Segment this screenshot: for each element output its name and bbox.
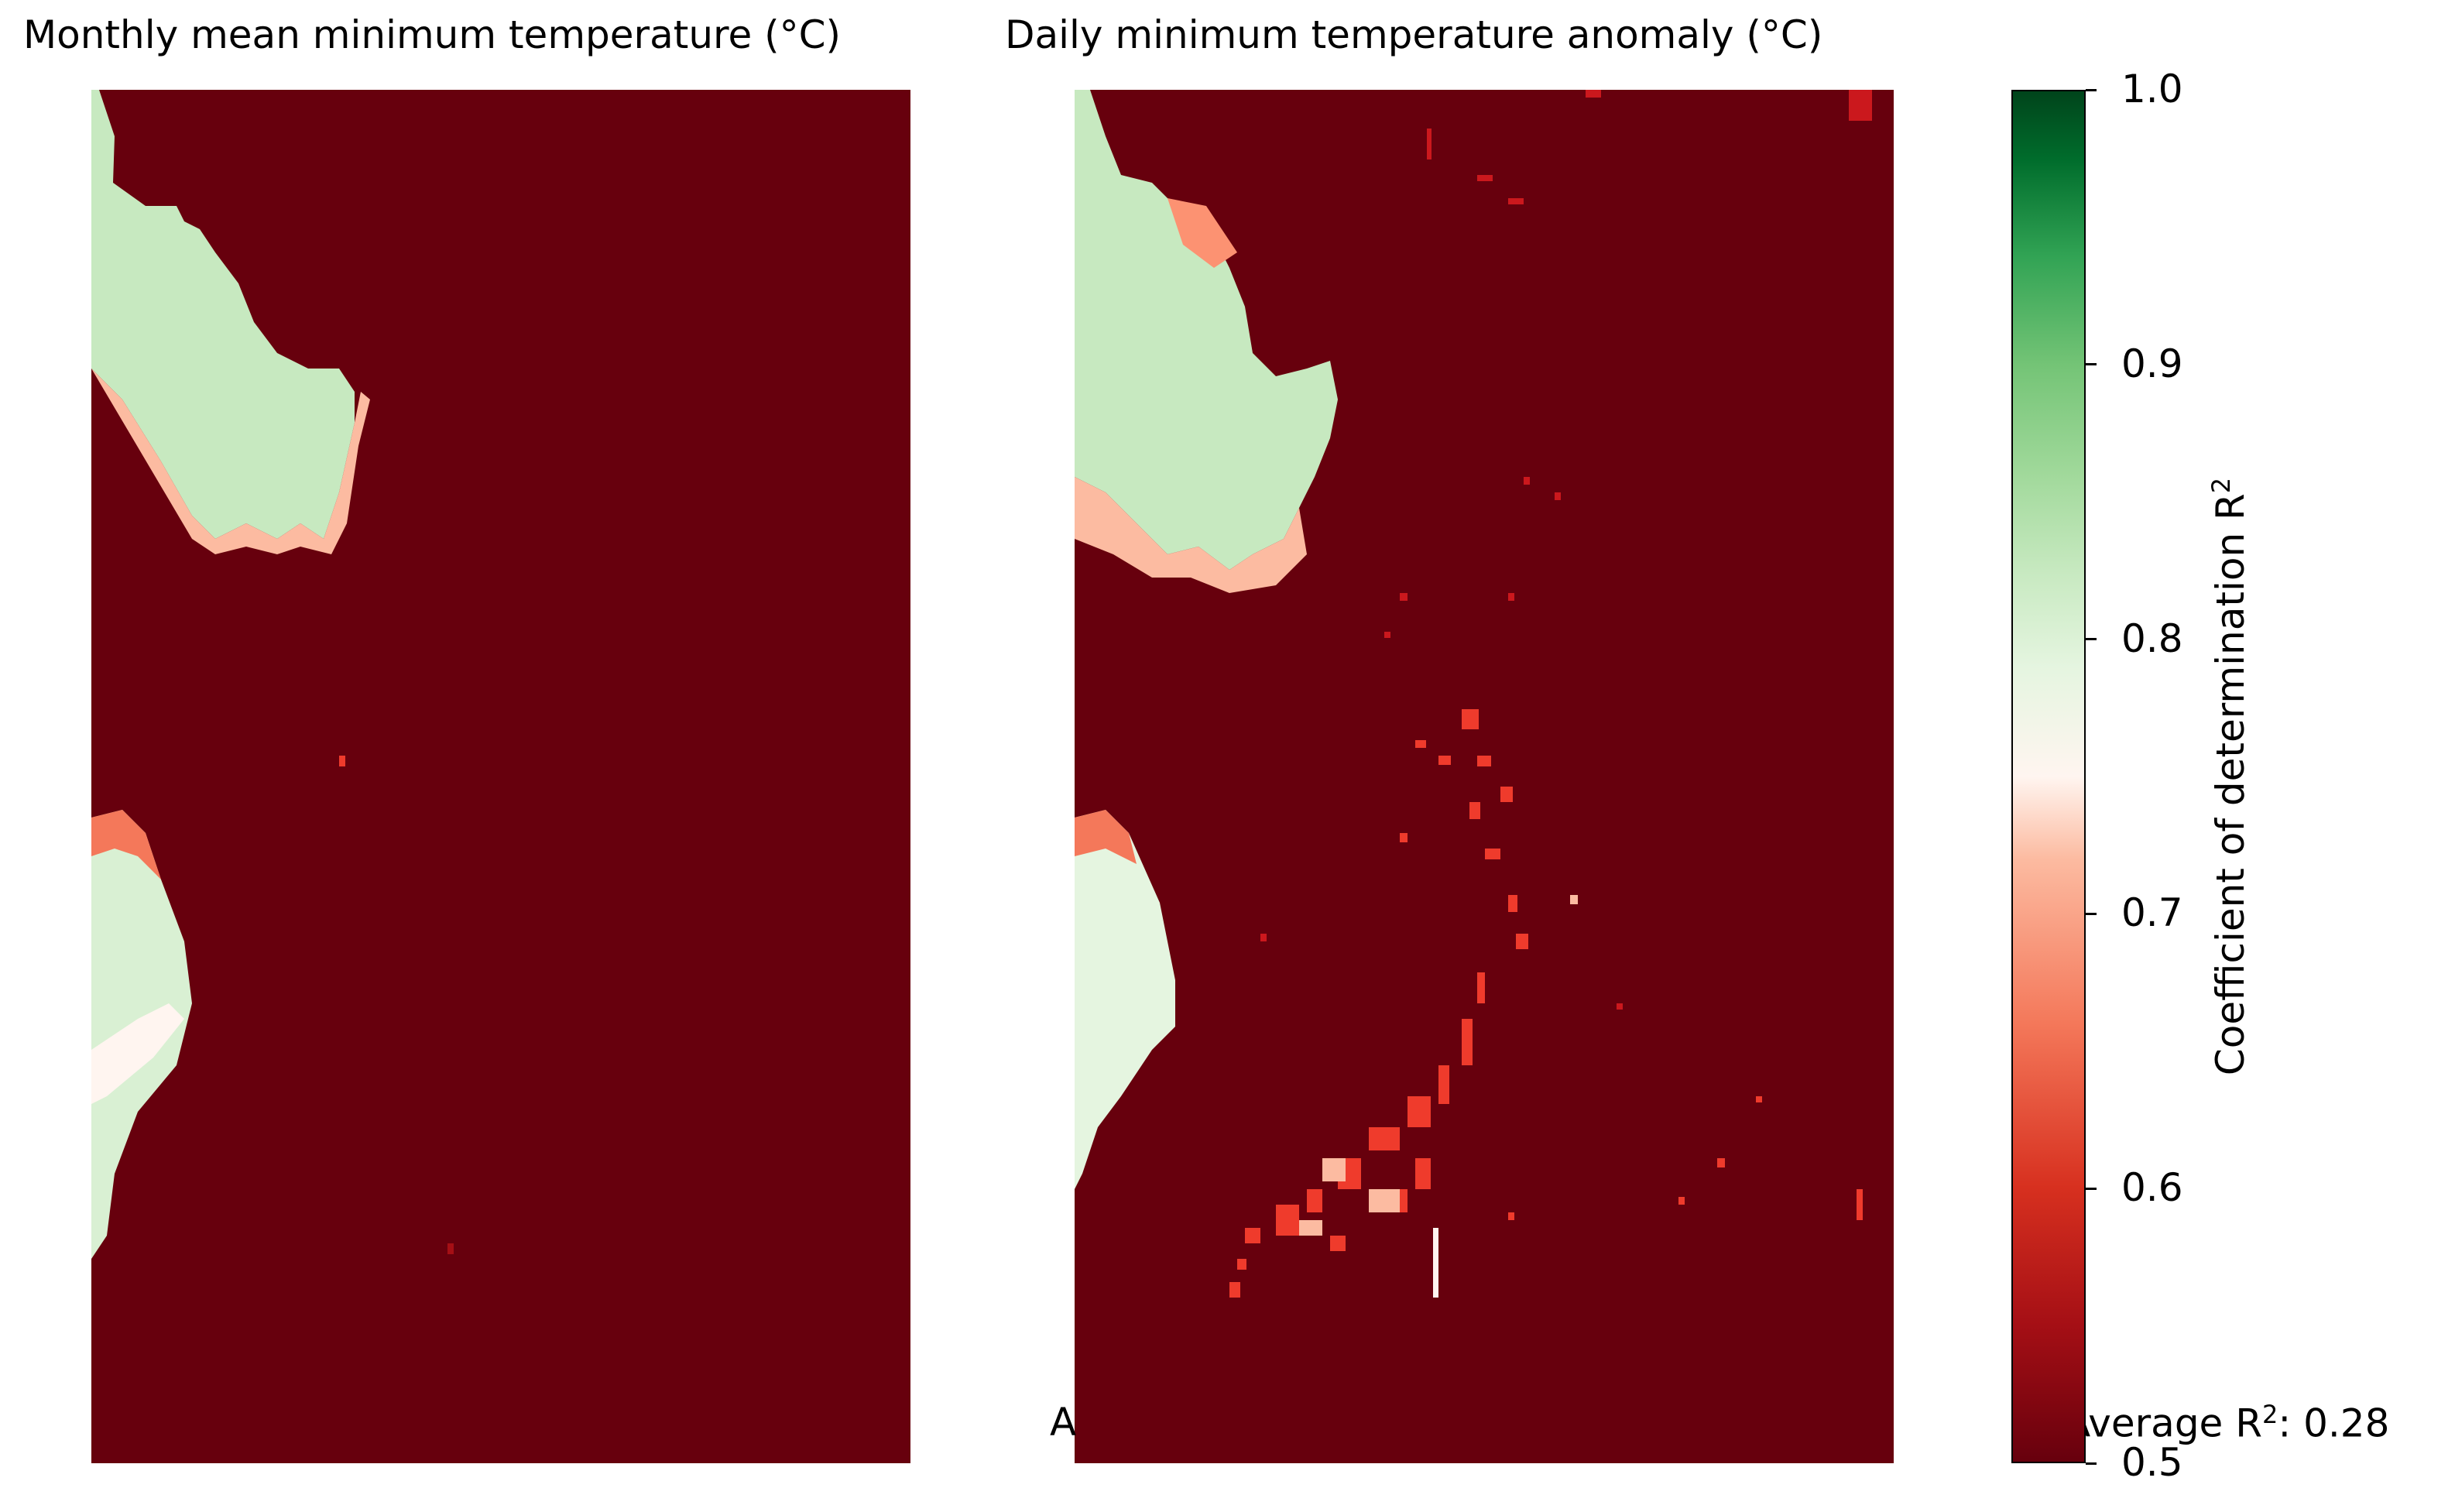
colorbar-tick-mark bbox=[2086, 363, 2097, 366]
left-heatmap bbox=[91, 90, 910, 1463]
colorbar-tick-mark bbox=[2086, 88, 2097, 91]
right-panel-title: Daily minimum temperature anomaly (°C) bbox=[1005, 12, 1823, 57]
right-heatmap-region-mid bbox=[1075, 810, 1175, 1189]
right-average-annotation: Average R2: 0.28 bbox=[2064, 1400, 2389, 1446]
colorbar bbox=[2011, 90, 2086, 1463]
left-heatmap-region-top bbox=[91, 90, 355, 539]
colorbar-tick-label: 0.5 bbox=[2121, 1440, 2183, 1485]
colorbar-label-sup: 2 bbox=[2206, 477, 2237, 494]
right-heatmap bbox=[1075, 90, 1894, 1463]
average-value: : 0.28 bbox=[2278, 1401, 2390, 1446]
colorbar-tick-label: 0.7 bbox=[2121, 890, 2183, 936]
colorbar-tick-mark bbox=[2086, 1462, 2097, 1465]
left-average-annotation-stub: A bbox=[1050, 1400, 1077, 1445]
left-heatmap-field bbox=[91, 90, 454, 1259]
colorbar-tick-mark bbox=[2086, 638, 2097, 641]
colorbar-tick-mark bbox=[2086, 912, 2097, 915]
left-panel-title: Monthly mean minimum temperature (°C) bbox=[23, 12, 842, 57]
colorbar-tick-label: 0.6 bbox=[2121, 1165, 2183, 1211]
average-label: Average R bbox=[2064, 1401, 2262, 1446]
right-heatmap-region-top bbox=[1075, 90, 1338, 570]
colorbar-tick-label: 1.0 bbox=[2121, 67, 2183, 111]
colorbar-tick-mark bbox=[2086, 1187, 2097, 1190]
colorbar-label: Coefficient of determination R2 bbox=[2206, 478, 2253, 1075]
right-heatmap-field bbox=[1075, 90, 1872, 1298]
colorbar-tick-label: 0.9 bbox=[2121, 341, 2183, 386]
average-label-sup: 2 bbox=[2261, 1400, 2278, 1429]
colorbar-tick-label: 0.8 bbox=[2121, 615, 2183, 661]
colorbar-label-text: Coefficient of determination R bbox=[2207, 493, 2253, 1076]
